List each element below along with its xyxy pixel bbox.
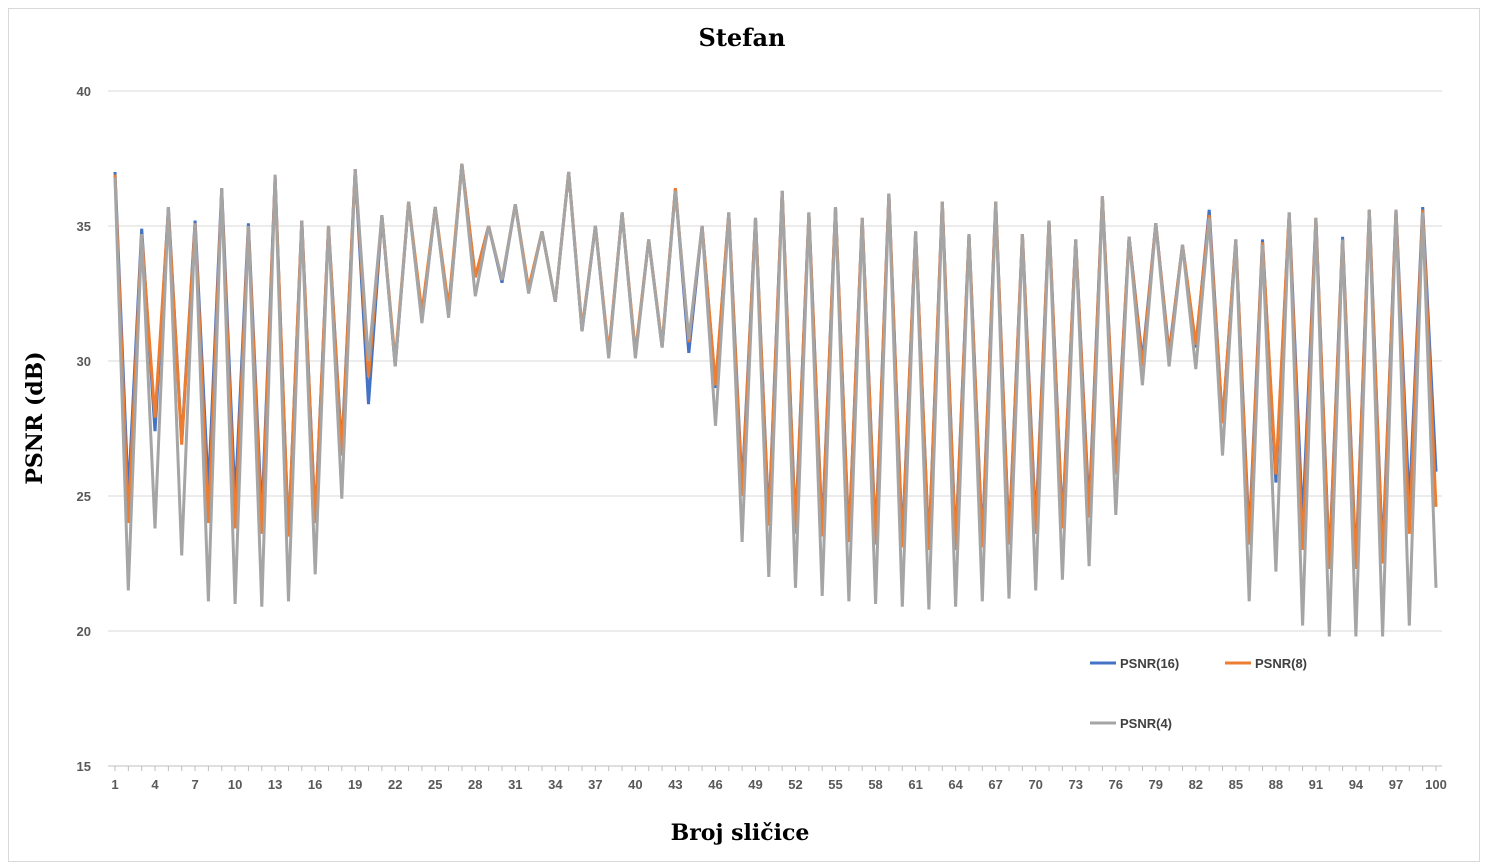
x-tick-label: 55 bbox=[828, 777, 842, 792]
x-tick-label: 76 bbox=[1109, 777, 1123, 792]
y-axis-title: PSNR (dB) bbox=[22, 351, 48, 484]
x-tick-label: 52 bbox=[788, 777, 802, 792]
x-tick-label: 16 bbox=[308, 777, 322, 792]
x-tick-label: 67 bbox=[988, 777, 1002, 792]
x-tick-label: 85 bbox=[1229, 777, 1243, 792]
legend-label: PSNR(4) bbox=[1120, 716, 1172, 731]
x-tick-label: 1 bbox=[111, 777, 118, 792]
x-tick-label: 10 bbox=[228, 777, 242, 792]
y-tick-label: 30 bbox=[77, 354, 91, 369]
x-tick-label: 61 bbox=[908, 777, 922, 792]
x-tick-label: 25 bbox=[428, 777, 442, 792]
x-tick-label: 46 bbox=[708, 777, 722, 792]
series-lines bbox=[113, 163, 1438, 637]
x-tick-label: 70 bbox=[1028, 777, 1042, 792]
x-tick-label: 19 bbox=[348, 777, 362, 792]
y-tick-label: 20 bbox=[77, 624, 91, 639]
legend-label: PSNR(8) bbox=[1255, 656, 1307, 671]
x-tick-label: 82 bbox=[1189, 777, 1203, 792]
x-tick-label: 100 bbox=[1425, 777, 1447, 792]
x-tick-label: 58 bbox=[868, 777, 882, 792]
x-tick-label: 7 bbox=[191, 777, 198, 792]
x-tick-label: 43 bbox=[668, 777, 682, 792]
series-line-3 bbox=[113, 163, 1438, 637]
x-tick-label: 94 bbox=[1349, 777, 1364, 792]
x-tick-label: 97 bbox=[1389, 777, 1403, 792]
legend-label: PSNR(16) bbox=[1120, 656, 1179, 671]
x-axis-title: Broj sličice bbox=[671, 820, 810, 846]
chart-title: Stefan bbox=[698, 23, 785, 52]
y-tick-label: 35 bbox=[77, 219, 91, 234]
x-tick-label: 91 bbox=[1309, 777, 1323, 792]
x-tick-label: 31 bbox=[508, 777, 522, 792]
x-axis bbox=[108, 765, 1442, 771]
x-tick-label: 28 bbox=[468, 777, 482, 792]
x-tick-label: 88 bbox=[1269, 777, 1283, 792]
x-tick-label: 73 bbox=[1068, 777, 1082, 792]
x-tick-label: 64 bbox=[948, 777, 963, 792]
y-tick-label: 25 bbox=[77, 489, 91, 504]
y-tick-label: 15 bbox=[77, 759, 91, 774]
x-tick-label: 49 bbox=[748, 777, 762, 792]
x-tick-label: 40 bbox=[628, 777, 642, 792]
x-tick-label: 4 bbox=[151, 777, 159, 792]
x-tick-label: 34 bbox=[548, 777, 563, 792]
x-tick-label: 37 bbox=[588, 777, 602, 792]
x-axis-ticks: 1 4 7 10 13 16 19 22 25 28 31 34 37 40 43 46 49 52 55 58 61 6… bbox=[111, 777, 1446, 792]
legend: PSNR(16) PSNR(8) PSNR(4) bbox=[1090, 656, 1307, 731]
y-axis-ticks: 15 20 25 30 35 40 bbox=[77, 84, 91, 774]
y-tick-label: 40 bbox=[77, 84, 91, 99]
x-tick-label: 79 bbox=[1149, 777, 1163, 792]
x-tick-label: 13 bbox=[268, 777, 282, 792]
x-tick-label: 22 bbox=[388, 777, 402, 792]
gridlines bbox=[108, 90, 1442, 632]
